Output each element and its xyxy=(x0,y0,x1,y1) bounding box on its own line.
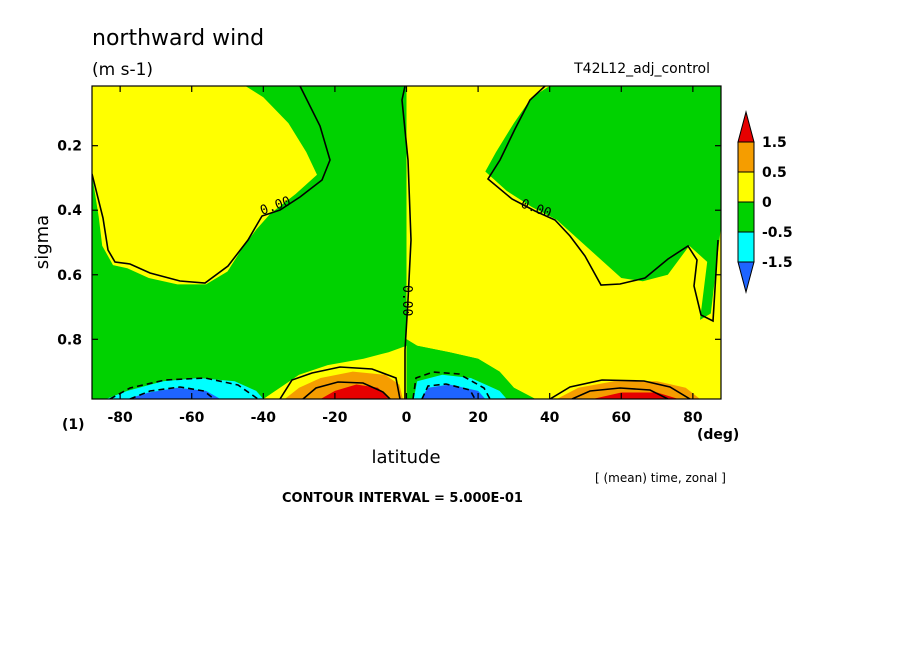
x-axis: -80 -60 -40 -20 0 20 40 60 80 xyxy=(107,86,703,426)
contour-nh-positive-core xyxy=(571,387,669,399)
legend-swatch xyxy=(737,231,755,263)
y-axis: 0.2 0.4 0.6 0.8 xyxy=(57,139,721,348)
units-label: (m s-1) xyxy=(92,60,153,80)
x-tick-label: -20 xyxy=(322,410,348,426)
legend-label: 0.5 xyxy=(762,165,787,181)
legend-swatch xyxy=(737,201,755,233)
zero-contour-sh-upper xyxy=(92,86,331,284)
contour-sh-positive-core xyxy=(302,381,391,399)
contour-label-equator: 0.00 xyxy=(399,285,414,316)
x-tick-label: -60 xyxy=(179,410,205,426)
zero-contour-equator xyxy=(401,86,412,399)
legend-swatch xyxy=(737,141,755,173)
run-label: T42L12_adj_control xyxy=(573,61,710,77)
x-tick-label: 0 xyxy=(402,410,412,426)
legend-label: -1.5 xyxy=(762,255,793,271)
y-tick-label: 0.8 xyxy=(57,332,82,348)
x-tick-label: 20 xyxy=(468,410,488,426)
region-sh-surface-cell-blue xyxy=(127,387,221,399)
x-tick-label: 80 xyxy=(683,410,703,426)
x-tick-label: 60 xyxy=(612,410,632,426)
contour-nh-positive-cell xyxy=(549,379,691,399)
x-tick-label: -40 xyxy=(251,410,277,426)
region-equator-green-wedge xyxy=(406,339,536,399)
region-nh-midlevel-positive xyxy=(406,86,721,399)
legend-label: -0.5 xyxy=(762,225,793,241)
contour-interval: CONTOUR INTERVAL = 5.000E-01 xyxy=(282,491,523,506)
zero-contour-nh-upper xyxy=(486,86,719,323)
chart-title: northward wind xyxy=(92,26,264,51)
region-upper-nh-negative xyxy=(485,86,721,320)
y-tick-label: 0.2 xyxy=(57,139,82,155)
x-tick-label: 40 xyxy=(540,410,560,426)
region-sh-surface-cell-red xyxy=(320,384,389,399)
y-axis-label: sigma xyxy=(32,215,53,269)
y-tick-label: 0.4 xyxy=(57,203,82,219)
legend-swatch xyxy=(737,171,755,203)
legend-label: 1.5 xyxy=(762,135,787,151)
region-eq-surface-cell-blue xyxy=(420,384,486,399)
x-tick-label: -80 xyxy=(107,410,133,426)
contour-eq-negative-core xyxy=(421,383,476,399)
averaging-note: [ (mean) time, zonal ] xyxy=(595,471,726,485)
contour-sh-negative-core xyxy=(129,386,215,399)
region-upper-sh-positive xyxy=(92,86,317,285)
legend-swatch-bottom-arrow xyxy=(737,261,755,294)
legend-label: 0 xyxy=(762,195,772,211)
contour-sh-positive-cell xyxy=(279,366,401,399)
x-axis-label: latitude xyxy=(371,447,440,468)
y-tick-label: 0.6 xyxy=(57,268,82,284)
index-label: (1) xyxy=(62,417,85,433)
plot-area: 0.00 0.00 0.00 xyxy=(91,85,722,400)
contour-eq-negative-cell xyxy=(412,371,491,399)
legend-swatch-top-arrow xyxy=(737,110,755,143)
x-unit-label: (deg) xyxy=(697,427,739,443)
colorbar-legend: 1.5 0.5 0 -0.5 -1.5 xyxy=(737,110,793,294)
